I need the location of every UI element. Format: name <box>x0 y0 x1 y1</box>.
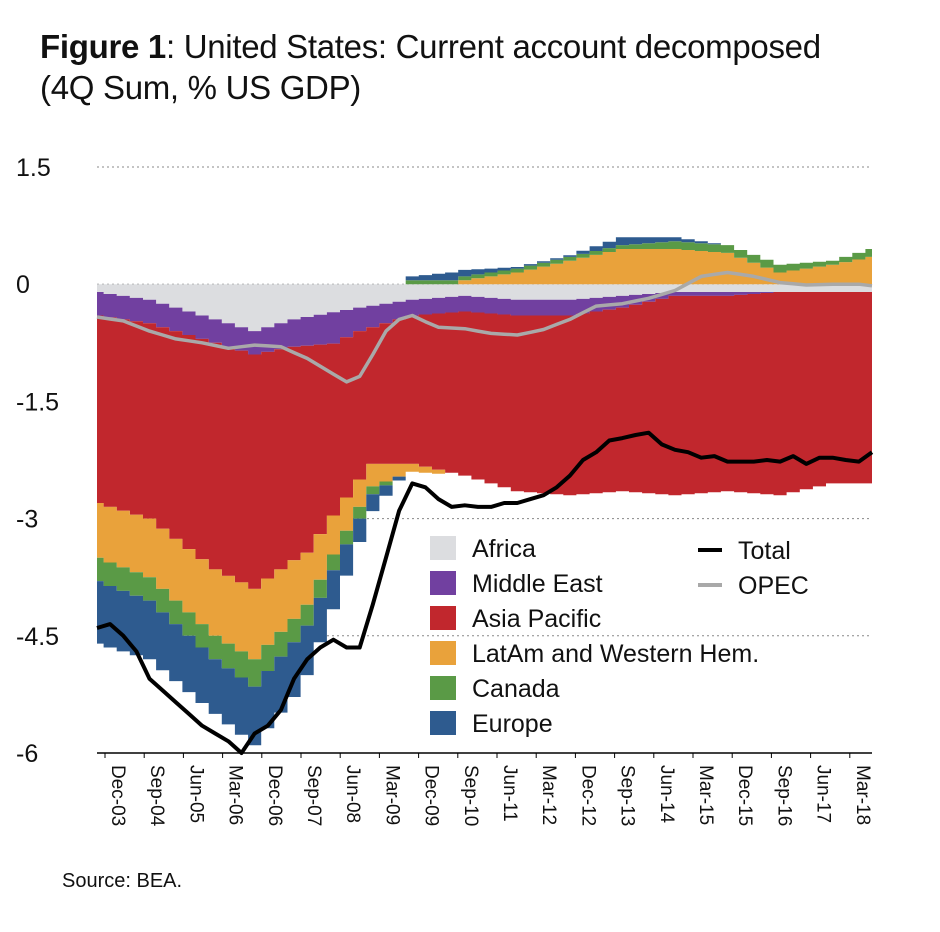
x-tick-label: Jun-17 <box>813 765 834 823</box>
x-tick-label: Mar-15 <box>695 765 716 825</box>
x-tick-label: Jun-05 <box>185 765 206 823</box>
stacked-areas <box>97 237 872 746</box>
legend: Africa Middle East Asia Pacific LatAm and W… <box>430 535 809 738</box>
y-tick-label: -3 <box>16 506 38 534</box>
legend-label: Europe <box>472 710 553 738</box>
x-tick-label: Jun-08 <box>342 765 363 823</box>
x-tick-label: Dec-12 <box>577 765 598 826</box>
x-tick-label: Jun-14 <box>656 765 677 824</box>
x-tick-label: Mar-09 <box>381 765 402 825</box>
source-note: Source: BEA. <box>62 870 183 892</box>
chart-title: Figure 1: United States: Current account… <box>40 26 821 109</box>
axes: 1.5 0 -1.5 -3 -4.5 -6 Dec-03 Sep-04 Jun-05 Mar-06… <box>16 154 873 827</box>
legend-swatch <box>430 676 456 700</box>
legend-swatch <box>430 606 456 630</box>
legend-label: OPEC <box>738 572 809 600</box>
legend-swatch <box>430 571 456 595</box>
legend-swatch <box>430 711 456 735</box>
legend-swatch <box>430 536 456 560</box>
legend-label: Asia Pacific <box>472 605 601 633</box>
area-middle-east <box>97 284 872 355</box>
x-tick-label: Mar-12 <box>538 765 559 825</box>
legend-swatch <box>430 641 456 665</box>
legend-label: LatAm and Western Hem. <box>472 640 759 668</box>
legend-label: Middle East <box>472 570 603 598</box>
y-tick-label: 1.5 <box>16 154 51 182</box>
title-line-2: (4Q Sum, % US GDP) <box>40 69 361 107</box>
x-tick-label: Sep-10 <box>460 765 481 826</box>
title-text: : United States: Current account decompo… <box>165 28 821 65</box>
legend-label: Canada <box>472 675 560 703</box>
y-tick-label: -4.5 <box>16 623 59 651</box>
x-tick-label: Mar-18 <box>852 765 873 825</box>
legend-label: Africa <box>472 535 536 563</box>
line-opec <box>96 270 873 384</box>
x-tick-label: Sep-04 <box>146 765 167 827</box>
x-tick-label: Sep-16 <box>773 765 794 826</box>
x-tick-label: Sep-13 <box>617 765 638 826</box>
x-tick-label: Dec-03 <box>107 765 128 826</box>
area-asia-pacific <box>97 292 872 589</box>
figure-number: Figure 1 <box>40 28 166 65</box>
x-tick-label: Sep-07 <box>303 765 324 826</box>
y-tick-label: -6 <box>16 740 38 768</box>
y-tick-label: -1.5 <box>16 388 59 416</box>
x-tick-label: Mar-06 <box>225 765 246 825</box>
title-line-1: Figure 1: United States: Current account… <box>40 26 821 67</box>
x-tick-label: Dec-15 <box>734 765 755 826</box>
x-tick-label: Dec-06 <box>264 765 285 826</box>
x-tick-label: Dec-09 <box>421 765 442 826</box>
y-tick-label: 0 <box>16 271 30 299</box>
series-lines <box>96 270 874 755</box>
line-total <box>96 430 874 755</box>
x-tick-label: Jun-11 <box>499 765 520 822</box>
area-africa <box>97 284 872 332</box>
legend-label: Total <box>738 537 791 565</box>
